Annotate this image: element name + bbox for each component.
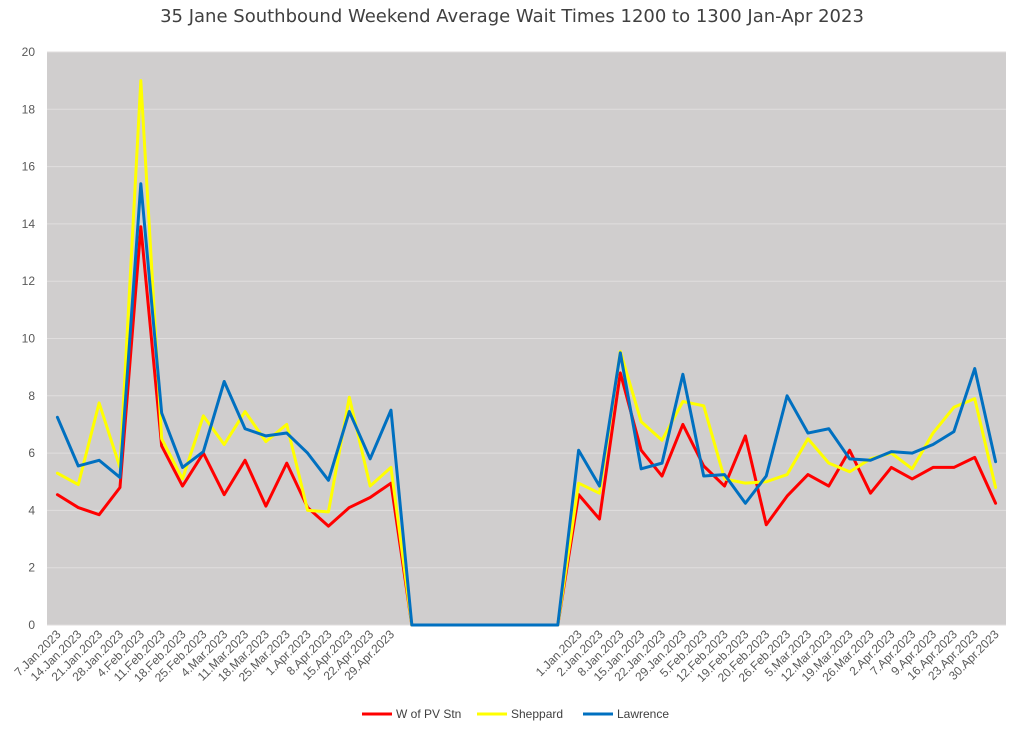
- y-tick-label: 8: [28, 389, 35, 403]
- y-tick-label: 4: [28, 503, 35, 517]
- y-tick-label: 12: [22, 274, 36, 288]
- y-tick-label: 6: [28, 446, 35, 460]
- y-tick-label: 0: [28, 618, 35, 632]
- y-tick-label: 10: [22, 332, 36, 346]
- series-line: [55, 182, 998, 627]
- y-tick-label: 2: [28, 561, 35, 575]
- y-tick-label: 18: [22, 102, 36, 116]
- legend-label: W of PV Stn: [396, 707, 461, 721]
- legend-label: Lawrence: [617, 707, 669, 721]
- chart-title: 35 Jane Southbound Weekend Average Wait …: [160, 6, 864, 27]
- y-tick-label: 20: [22, 45, 36, 59]
- legend-label: Sheppard: [511, 707, 563, 721]
- y-tick-label: 16: [22, 160, 36, 174]
- y-tick-label: 14: [22, 217, 36, 231]
